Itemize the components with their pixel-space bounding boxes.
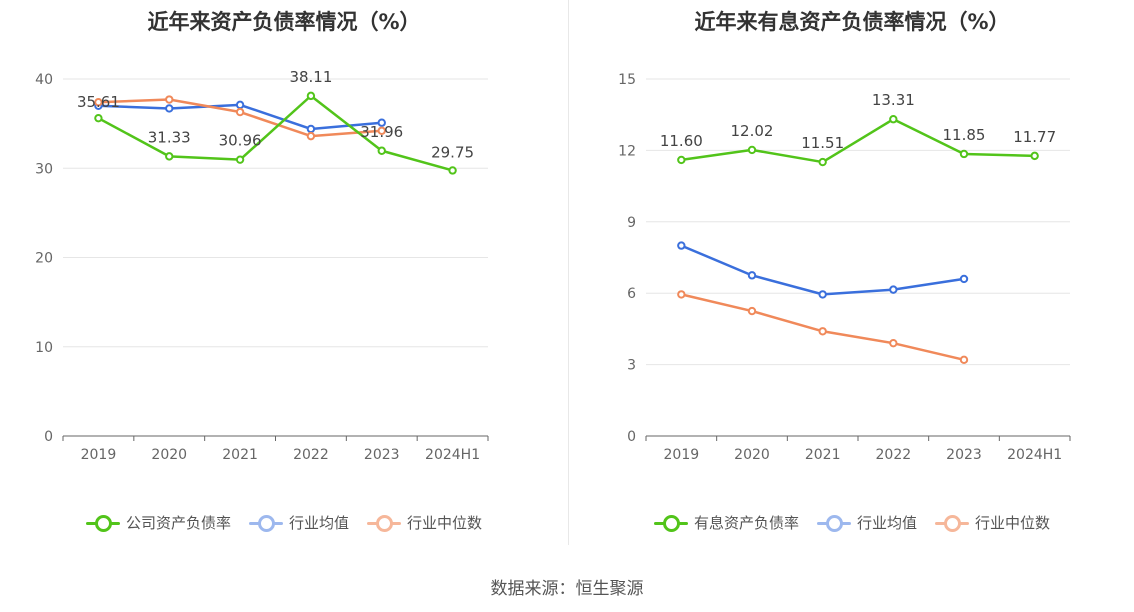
legend-item[interactable]: 行业均值	[816, 512, 917, 533]
data-point	[677, 155, 686, 165]
data-label: 38.11	[289, 68, 332, 86]
legend-item[interactable]: 公司资产负债率	[85, 512, 231, 533]
data-point	[377, 146, 386, 155]
data-point	[959, 274, 969, 284]
interest-bearing-debt-line-chart: 0 3 6 9 12 15 2019 2020 2021 2022 2023 2024H1 11.60 1…	[618, 72, 1071, 463]
data-point	[818, 290, 827, 299]
data-point	[889, 285, 898, 294]
x-tick-label: 2022	[293, 447, 329, 463]
y-tick-label: 0	[44, 429, 53, 445]
legend-item[interactable]: 有息资产负债率	[653, 512, 799, 533]
data-source-note: 数据来源：恒生聚源	[490, 579, 644, 599]
data-point	[677, 241, 686, 250]
x-tick-label: 2021	[222, 447, 258, 463]
data-point	[889, 338, 898, 348]
x-tick-label: 2023	[946, 447, 982, 463]
data-label: 31.96	[360, 123, 403, 141]
data-point	[959, 355, 969, 365]
data-point	[235, 100, 245, 110]
y-tick-label: 30	[35, 161, 53, 177]
legend-marker-icon	[85, 513, 120, 533]
data-point	[165, 152, 174, 161]
legend-item[interactable]: 行业中位数	[935, 512, 1050, 533]
data-point	[959, 149, 969, 159]
x-tick-label: 2024H1	[1007, 447, 1062, 463]
x-tick-label: 2020	[734, 447, 770, 463]
debt-ratio-chart-panel: 近年来资产负债率情况（%） 0 10 20 30 40 2019 2020 2021 2022 2…	[0, 0, 568, 560]
data-point	[306, 124, 316, 134]
y-tick-label: 10	[35, 340, 53, 356]
data-label: 11.51	[801, 134, 844, 152]
data-point	[889, 115, 898, 124]
data-point	[94, 98, 103, 107]
data-label: 29.75	[431, 143, 474, 161]
series-line	[680, 117, 1036, 164]
x-tick-label: 2024H1	[425, 447, 480, 463]
debt-ratio-line-chart: 0 10 20 30 40 2019 2020 2021 2022 2023 2024H1 35.61…	[35, 68, 489, 463]
legend-label: 行业中位数	[975, 514, 1051, 532]
legend-label: 有息资产负债率	[693, 514, 799, 532]
chart-legend: 公司资产负债率 行业均值 行业中位数	[0, 512, 568, 533]
legend-item[interactable]: 行业均值	[248, 512, 349, 533]
y-tick-label: 3	[627, 358, 636, 374]
y-tick-label: 6	[627, 286, 636, 302]
legend-label: 行业中位数	[407, 514, 483, 532]
data-label: 11.85	[943, 126, 986, 144]
data-point	[235, 155, 245, 164]
panel-divider	[568, 0, 569, 545]
legend-marker-icon	[653, 513, 688, 533]
chart-title: 近年来有息资产负债率情况（%）	[694, 10, 1010, 34]
data-label: 31.33	[148, 128, 191, 146]
data-point	[747, 145, 757, 155]
x-tick-label: 2020	[151, 447, 187, 463]
x-tick-label: 2019	[664, 447, 700, 463]
data-point	[235, 107, 245, 117]
legend-label: 公司资产负债率	[125, 514, 231, 532]
chart-title: 近年来资产负债率情况（%）	[147, 10, 421, 34]
data-point	[818, 327, 827, 336]
data-label: 13.31	[872, 91, 915, 109]
data-point	[747, 306, 757, 316]
series-line	[97, 94, 454, 172]
data-point	[448, 166, 457, 175]
data-point	[377, 118, 386, 127]
data-label: 11.77	[1013, 128, 1056, 146]
y-tick-label: 40	[35, 72, 53, 88]
y-tick-label: 0	[627, 429, 636, 445]
data-point	[677, 290, 686, 299]
data-label: 12.02	[731, 122, 774, 140]
y-tick-label: 12	[618, 143, 636, 159]
series-line	[680, 244, 966, 296]
chart-legend: 有息资产负债率 行业均值 行业中位数	[570, 512, 1134, 533]
data-point	[94, 113, 103, 123]
data-point	[306, 131, 316, 141]
x-tick-label: 2019	[81, 447, 117, 463]
data-point	[747, 271, 757, 280]
legend-marker-icon	[816, 513, 851, 533]
legend-label: 行业均值	[288, 514, 349, 532]
legend-marker-icon	[248, 513, 283, 533]
x-tick-label: 2021	[805, 447, 841, 463]
data-label: 30.96	[219, 132, 262, 150]
x-tick-label: 2022	[876, 447, 912, 463]
data-point	[165, 95, 174, 104]
data-point	[306, 91, 316, 101]
legend-item[interactable]: 行业中位数	[367, 512, 482, 533]
data-label: 35.61	[77, 93, 120, 111]
interest-bearing-debt-chart-panel: 近年来有息资产负债率情况（%） 0 3 6 9 12 15 2019 2020 2021 2022…	[570, 0, 1134, 560]
data-point	[818, 157, 827, 167]
data-label: 11.60	[660, 132, 703, 150]
x-tick-label: 2023	[364, 447, 400, 463]
y-tick-label: 9	[627, 215, 636, 231]
legend-label: 行业均值	[856, 514, 917, 532]
y-tick-label: 20	[35, 251, 53, 267]
data-point	[165, 104, 174, 113]
data-point	[377, 126, 386, 135]
legend-marker-icon	[367, 513, 401, 533]
legend-marker-icon	[935, 513, 969, 533]
y-tick-label: 15	[618, 72, 636, 88]
data-point	[1030, 151, 1039, 161]
